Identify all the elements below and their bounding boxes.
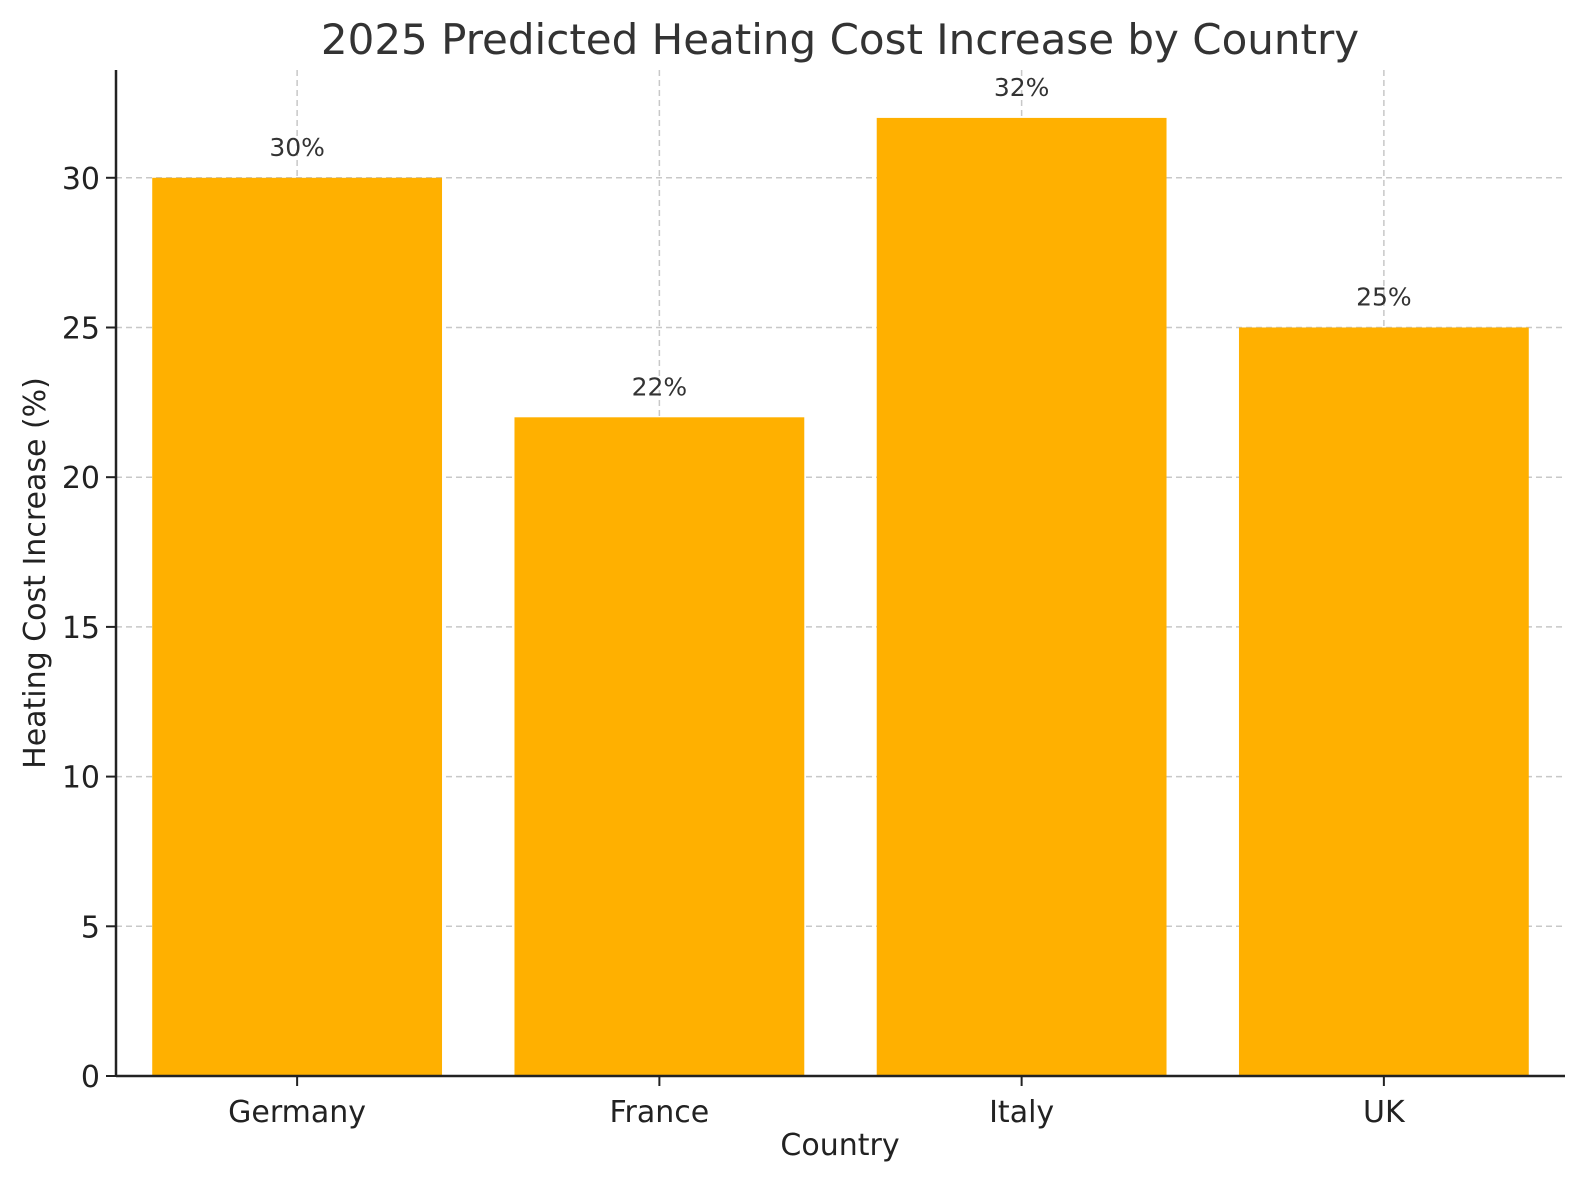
bar-france — [514, 417, 805, 1076]
y-tick-label-0: 0 — [81, 1060, 100, 1095]
data-labels: 30% 22% 32% 25% — [269, 73, 1411, 401]
y-tick-label-5: 5 — [81, 910, 100, 945]
bars — [152, 117, 1529, 1077]
data-label-uk: 25% — [1356, 282, 1412, 311]
bar-italy — [876, 117, 1167, 1076]
y-tick-label-20: 20 — [62, 461, 100, 496]
x-tick-label-uk: UK — [1363, 1095, 1406, 1130]
data-label-italy: 32% — [994, 73, 1050, 102]
y-axis-label: Heating Cost Increase (%) — [18, 377, 53, 769]
x-ticks: Germany France Italy UK — [228, 1076, 1406, 1130]
data-label-france: 22% — [632, 372, 688, 401]
x-axis-label: Country — [780, 1128, 899, 1163]
y-tick-label-30: 30 — [62, 162, 100, 197]
bar-germany — [152, 177, 443, 1077]
data-label-germany: 30% — [269, 133, 325, 162]
x-tick-label-germany: Germany — [228, 1095, 366, 1130]
y-ticks: 0 5 10 15 20 25 30 — [62, 162, 116, 1095]
x-tick-label-france: France — [609, 1095, 709, 1130]
x-tick-label-italy: Italy — [989, 1095, 1054, 1130]
y-tick-label-15: 15 — [62, 611, 100, 646]
chart-title: 2025 Predicted Heating Cost Increase by … — [321, 15, 1359, 64]
axes — [114, 70, 1565, 1078]
bar-uk — [1238, 327, 1529, 1076]
y-tick-label-10: 10 — [62, 761, 100, 796]
y-tick-label-25: 25 — [62, 311, 100, 346]
